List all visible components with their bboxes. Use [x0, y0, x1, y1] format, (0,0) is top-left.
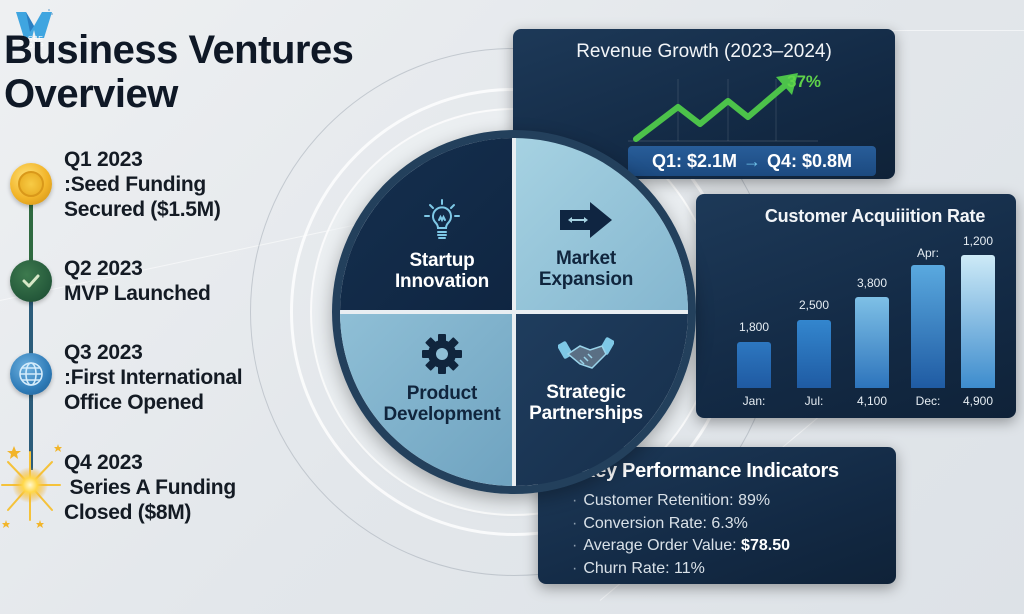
quadrant-label: Product: [406, 383, 478, 404]
quadrant-divider-horizontal: [340, 310, 688, 314]
bar-value: Apr:: [916, 246, 939, 260]
kpi-value: 89%: [738, 492, 771, 509]
lightbulb-icon: [424, 199, 460, 239]
kpi-label: Average Order Value:: [583, 537, 742, 554]
kpi-label: Customer Retenition:: [583, 492, 739, 509]
logo-text-line2: CORP: [22, 43, 45, 50]
logo-text-line1: MELSBE: [12, 36, 44, 43]
gear-icon: [422, 334, 462, 374]
timeline-quarter: Q3 2023: [64, 341, 143, 364]
bar-value: 1,800: [738, 320, 770, 334]
quadrant-market-expansion: Market Expansion: [514, 138, 688, 312]
bar-value: 1,200: [962, 234, 994, 248]
kpi-value: $78.50: [741, 537, 790, 554]
revenue-growth-panel: Revenue Growth (2023–2024) 37% Q1: $2.1M…: [513, 29, 895, 179]
revenue-growth-percent: 37%: [787, 72, 822, 91]
kpi-list: · Customer Retenition: 89% · Conversion Ra…: [572, 490, 790, 580]
timeline-item-q1: Q1 2023 :Seed Funding Secured ($1.5M): [64, 147, 221, 222]
timeline-desc: :Seed Funding: [64, 173, 206, 196]
company-logo-icon: [16, 9, 53, 38]
kpi-label: Conversion Rate:: [583, 514, 712, 532]
kpi-value: 6.3%: [711, 514, 748, 532]
page-title-line2: Overview: [4, 72, 178, 116]
quadrant-label: Startup: [409, 250, 475, 271]
bar-value: 2,500: [798, 298, 830, 312]
growth-line-chart-icon: [628, 73, 818, 142]
timeline-desc: MVP Launched: [64, 282, 211, 305]
bar-value: 3,800: [856, 276, 888, 290]
checkmark-icon: [10, 260, 52, 302]
page-title: Business Ventures Overview: [4, 28, 354, 116]
quadrant-label: Expansion: [538, 269, 634, 290]
kpi-item: · Churn Rate: 11%: [572, 559, 705, 577]
background-line: [880, 30, 1024, 31]
bar-label: Dec:: [915, 394, 941, 408]
quadrant-label: Development: [383, 404, 501, 425]
bar-5: [961, 255, 995, 388]
logo-text: MELSBE CORP: [12, 36, 44, 50]
quadrant-label: Innovation: [394, 271, 490, 292]
kpi-item: · Conversion Rate: 6.3%: [572, 514, 748, 532]
kpi-item: · Average Order Value: $78.50: [572, 537, 790, 554]
acquisition-title: Customer Acquiiition Rate: [764, 206, 986, 226]
bar-label: Jan:: [742, 394, 766, 408]
timeline-quarter: Q2 2023: [64, 257, 143, 280]
quadrant-label: Partnerships: [529, 403, 643, 424]
timeline-quarter: Q1 2023: [64, 148, 143, 171]
coin-icon: [10, 163, 52, 205]
timeline-desc: Secured ($1.5M): [64, 198, 221, 221]
timeline-item-q3: Q3 2023 :First International Office Open…: [64, 340, 243, 415]
quadrant-label: Market: [555, 248, 617, 269]
timeline-desc: Series A Funding: [64, 476, 237, 499]
revenue-q4: Q4: $0.8M: [767, 150, 853, 171]
kpi-value: 11%: [674, 559, 705, 577]
kpi-item: · Customer Retenition: 89%: [572, 492, 771, 509]
bar-label: Jul:: [804, 394, 824, 408]
timeline-quarter: Q4 2023: [64, 451, 143, 474]
arrow-right-icon: →: [743, 150, 761, 171]
page-title-line1: Business Ventures: [4, 28, 354, 72]
business-quadrant-circle: Startup Innovation Market Expansion: [332, 130, 696, 494]
bar-1: [737, 342, 771, 388]
handshake-icon: [558, 337, 614, 369]
customer-acquisition-panel: Customer Acquiiition Rate 1,800 Jan: 2,5…: [696, 194, 1016, 418]
timeline-item-q4: Q4 2023 Series A Funding Closed ($8M): [64, 450, 236, 525]
timeline-desc: Closed ($8M): [64, 501, 192, 524]
globe-icon: [10, 353, 52, 395]
timeline-desc: :First International: [64, 366, 243, 389]
bar-4: [911, 265, 945, 388]
timeline-line: [29, 190, 33, 470]
starburst-icon: [1, 444, 62, 528]
bar-2: [797, 320, 831, 388]
timeline-item-q2: Q2 2023 MVP Launched: [64, 256, 211, 306]
kpi-label: Churn Rate:: [583, 559, 675, 577]
bar-3: [855, 297, 889, 388]
bar-label: 4,900: [962, 394, 994, 408]
quadrant-label: Strategic: [546, 382, 626, 403]
arrow-right-icon: [560, 202, 612, 238]
quadrant-product-development: Product Development: [340, 312, 514, 486]
quadrant-strategic-partnerships: Strategic Partnerships: [514, 312, 688, 486]
timeline-desc: Office Opened: [64, 391, 204, 414]
quadrant-startup-innovation: Startup Innovation: [340, 138, 514, 312]
bar-label: 4,100: [856, 394, 888, 408]
revenue-title: Revenue Growth (2023–2024): [576, 41, 832, 62]
